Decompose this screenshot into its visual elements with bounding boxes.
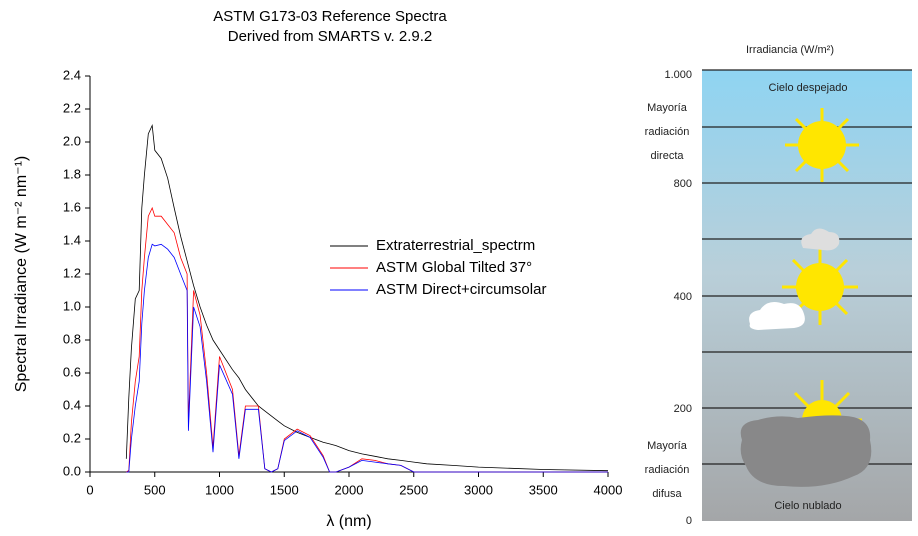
x-tick-label: 4000 <box>594 482 623 497</box>
legend-label: ASTM Direct+circumsolar <box>376 281 546 298</box>
y-tick-label: 0.0 <box>63 463 81 478</box>
cloud-small <box>801 228 840 251</box>
panel-axis-label: 200 <box>674 403 692 415</box>
panel-note: radiación <box>645 464 690 476</box>
x-tick-label: 3000 <box>464 482 493 497</box>
x-tick-label: 1500 <box>270 482 299 497</box>
y-tick-label: 0.2 <box>63 430 81 445</box>
legend-label: Extraterrestrial_spectrm <box>376 237 535 254</box>
panel-note: Mayoría <box>647 440 688 452</box>
cloud-white <box>749 302 805 330</box>
y-tick-label: 1.2 <box>63 265 81 280</box>
sun-1 <box>785 108 859 182</box>
y-tick-label: 0.4 <box>63 397 81 412</box>
x-tick-label: 0 <box>86 482 93 497</box>
sun-2 <box>782 249 858 325</box>
panel-top-label: Cielo despejado <box>769 82 848 94</box>
chart: ASTM G173-03 Reference Spectra Derived f… <box>13 8 622 530</box>
panel-note: Mayoría <box>647 102 688 114</box>
panel-axis-label: 0 <box>686 515 692 527</box>
x-tick-label: 2500 <box>399 482 428 497</box>
panel-note: directa <box>650 150 684 162</box>
panel-title: Irradiancia (W/m²) <box>746 44 834 56</box>
y-tick-label: 0.8 <box>63 331 81 346</box>
panel-axis-label: 400 <box>674 291 692 303</box>
y-tick-label: 1.6 <box>63 199 81 214</box>
series-line <box>126 243 608 473</box>
x-tick-label: 3500 <box>529 482 558 497</box>
y-tick-label: 1.0 <box>63 298 81 313</box>
x-tick-label: 500 <box>144 482 166 497</box>
chart-subtitle: Derived from SMARTS v. 2.9.2 <box>228 28 433 45</box>
panel-note: radiación <box>645 126 690 138</box>
panel-bottom-label: Cielo nublado <box>774 500 841 512</box>
y-tick-label: 2.2 <box>63 100 81 115</box>
y-axis-label: Spectral Irradiance (W m⁻² nm⁻¹) <box>13 156 30 392</box>
y-tick-label: 1.4 <box>63 232 81 247</box>
panel-axis-label: 1.000 <box>664 69 692 81</box>
y-tick-label: 2.4 <box>63 67 81 82</box>
y-tick-label: 1.8 <box>63 166 81 181</box>
panel-axis-label: 800 <box>674 178 692 190</box>
y-tick-label: 0.6 <box>63 364 81 379</box>
x-tick-label: 1000 <box>205 482 234 497</box>
irradiance-panel: Irradiancia (W/m²) 1.000 800 400 200 0 C… <box>645 44 912 527</box>
x-tick-label: 2000 <box>335 482 364 497</box>
cloud-gray <box>740 415 872 487</box>
x-axis-label: λ (nm) <box>326 513 371 530</box>
series-line <box>125 124 609 472</box>
series-line <box>126 206 608 473</box>
chart-title: ASTM G173-03 Reference Spectra <box>213 8 447 25</box>
legend-label: ASTM Global Tilted 37° <box>376 259 532 276</box>
y-tick-label: 2.0 <box>63 133 81 148</box>
panel-note: difusa <box>652 488 682 500</box>
